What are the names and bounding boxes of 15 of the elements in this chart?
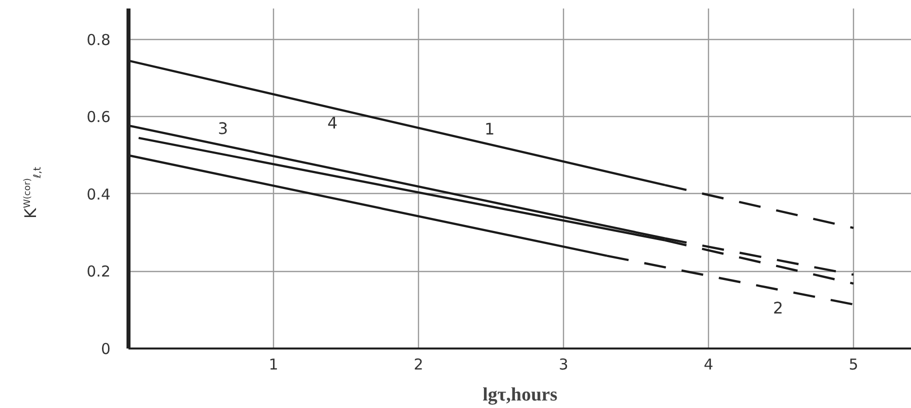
x-tick-label: 5 (848, 356, 858, 374)
y-tick-label: 0.2 (86, 262, 111, 281)
x-tick-label: 1 (268, 356, 278, 374)
x-tick-label: 2 (414, 356, 424, 374)
annotation: 1 (484, 120, 495, 138)
x-tick-label: 4 (704, 356, 714, 374)
annotation: 3 (218, 118, 228, 138)
y-tick-label: 0.8 (86, 30, 111, 49)
y-tick-label: 0.6 (86, 108, 111, 126)
y-tick-label: 0 (100, 340, 111, 358)
annotation: 2 (773, 298, 784, 318)
y-tick-label: 0.4 (86, 185, 111, 204)
annotation: 4 (327, 113, 338, 132)
x-tick-label: 3 (558, 356, 568, 374)
x-axis-title: lgτ,hours (482, 384, 558, 406)
